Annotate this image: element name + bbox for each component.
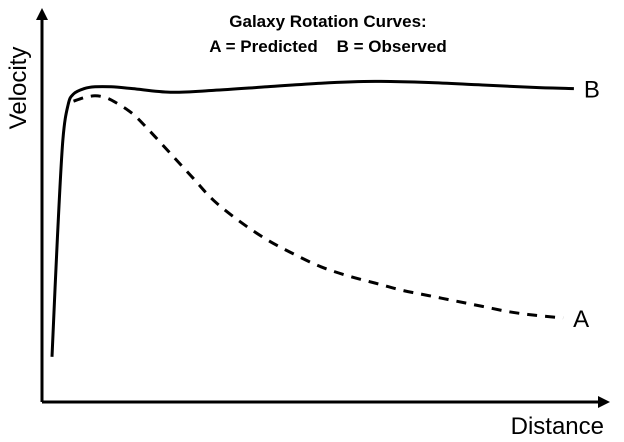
x-axis-label: Distance <box>511 413 604 440</box>
series-line-a <box>73 94 564 320</box>
y-axis-label: Velocity <box>5 47 32 130</box>
chart-title-line-1: Galaxy Rotation Curves: <box>229 12 426 31</box>
series-label-a: A <box>573 306 589 333</box>
series-layer <box>50 79 574 357</box>
chart-title-line-2: A = Predicted B = Observed <box>209 37 446 56</box>
series-line-b <box>50 79 574 357</box>
series-label-b: B <box>584 77 600 104</box>
